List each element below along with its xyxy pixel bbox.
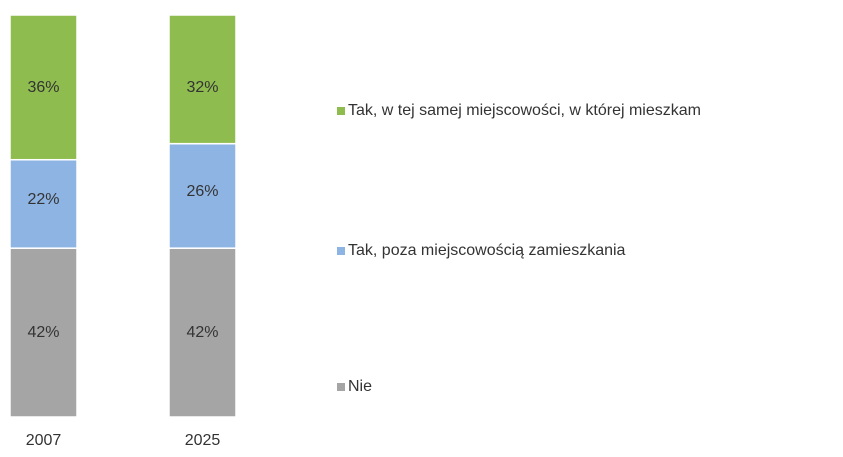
- data-label: 26%: [186, 183, 218, 200]
- x-tick-label: 2007: [26, 432, 62, 449]
- bar-segment: [9, 14, 78, 161]
- legend-swatch: [337, 383, 345, 391]
- bar-segment: [9, 158, 78, 249]
- data-label: 32%: [186, 79, 218, 96]
- bar-segment: [9, 247, 78, 418]
- bar-segment: [168, 247, 237, 418]
- legend-label: Nie: [348, 378, 372, 395]
- data-label: 42%: [186, 324, 218, 341]
- bar-segment: [168, 14, 237, 145]
- bar-segment: [168, 142, 237, 249]
- legend-swatch: [337, 107, 345, 115]
- legend-label: Tak, poza miejscowością zamieszkania: [348, 242, 626, 259]
- data-label: 42%: [27, 324, 59, 341]
- x-tick-label: 2025: [185, 432, 221, 449]
- data-label: 36%: [27, 79, 59, 96]
- legend-label: Tak, w tej samej miejscowości, w której …: [348, 102, 701, 119]
- legend-swatch: [337, 247, 345, 255]
- data-label: 22%: [27, 191, 59, 208]
